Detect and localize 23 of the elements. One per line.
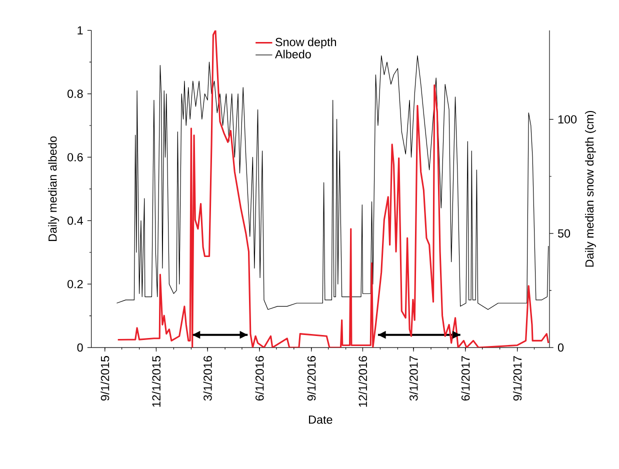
y-tick-label: 0 bbox=[77, 343, 83, 352]
x-tick-label: 9/1/2015 bbox=[100, 356, 110, 401]
x-tick-label: 9/1/2017 bbox=[513, 356, 522, 401]
x-tick-label: 9/1/2016 bbox=[307, 356, 316, 401]
legend-label: Snow depth bbox=[276, 38, 336, 49]
y2-tick-label: 100 bbox=[558, 115, 577, 124]
y-tick-label: 1 bbox=[78, 26, 83, 34]
legend-label: Albedo bbox=[274, 50, 311, 58]
y-tick-label: 0.4 bbox=[68, 216, 83, 225]
y-axis-title: Daily median albedo bbox=[48, 136, 60, 242]
x-tick-label: 3/1/2017 bbox=[409, 356, 418, 401]
x-tick-label: 3/1/2016 bbox=[203, 356, 212, 401]
y2-tick-label: 50 bbox=[558, 229, 570, 238]
y2-axis-title: Daily median snow depth (cm) bbox=[585, 111, 596, 267]
x-tick-label: 6/1/2016 bbox=[255, 356, 264, 401]
x-tick-label: 12/1/2016 bbox=[358, 356, 368, 407]
y-tick-label: 0.2 bbox=[68, 280, 83, 288]
y2-tick-label: 0 bbox=[558, 343, 564, 352]
x-tick-label: 12/1/2015 bbox=[152, 356, 161, 407]
y-tick-label: 0.8 bbox=[68, 90, 83, 98]
y-tick-label: 0.6 bbox=[68, 153, 83, 162]
x-tick-label: 6/1/2017 bbox=[461, 356, 470, 401]
x-axis-title: Date bbox=[309, 416, 332, 424]
